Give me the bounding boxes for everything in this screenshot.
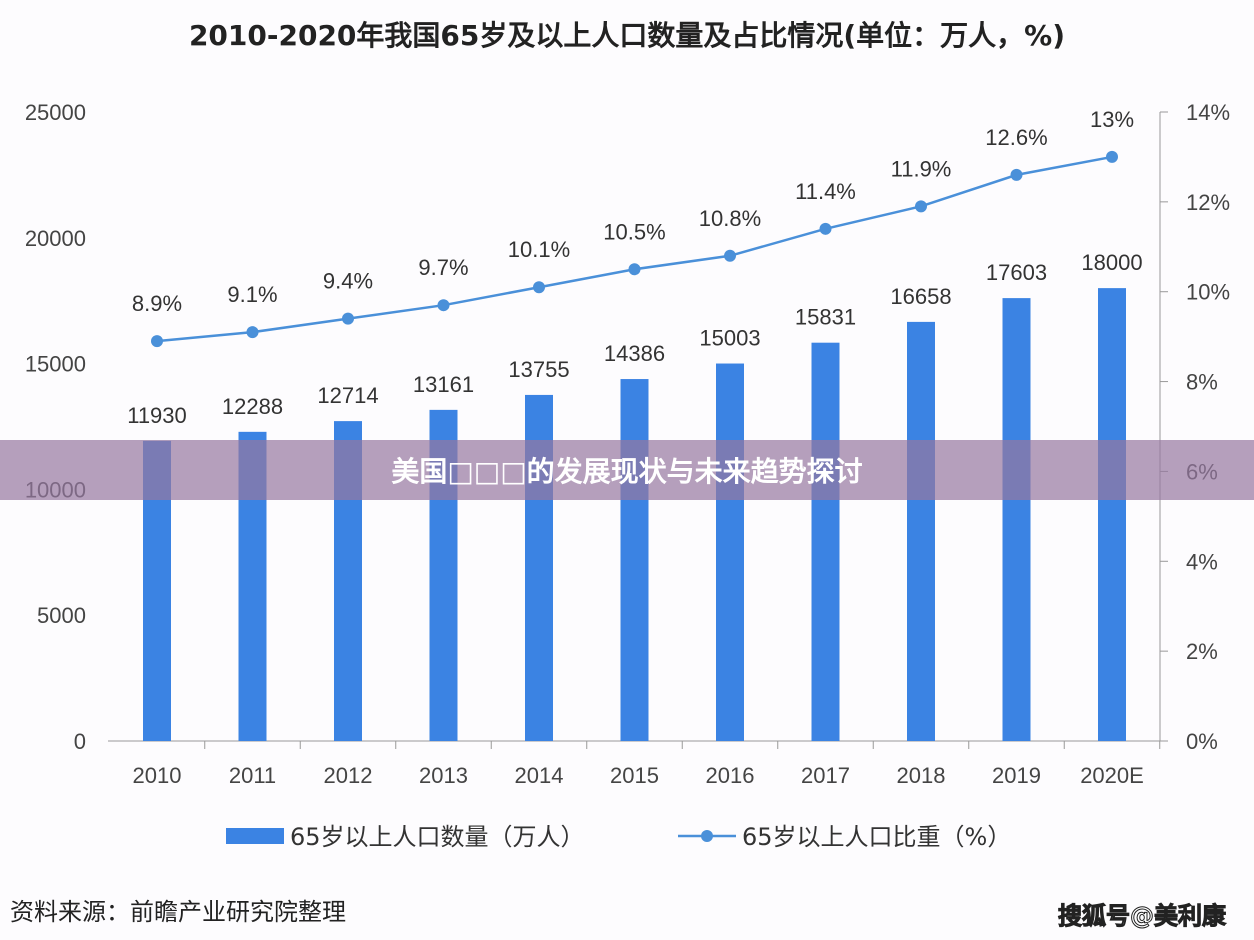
- line-point: [724, 249, 736, 262]
- source-note: 资料来源：前瞻产业研究院整理: [10, 898, 346, 926]
- line-point: [819, 222, 832, 235]
- chart-title: 2010-2020年我国65岁及以上人口数量及占比情况(单位：万人，%): [188, 19, 1066, 52]
- x-tick-label: 2013: [419, 763, 468, 788]
- bar-value-label: 18000: [1081, 250, 1142, 275]
- left-tick-label: 5000: [37, 603, 86, 628]
- line-point: [151, 335, 163, 348]
- line-point: [915, 200, 927, 213]
- right-tick-label: 10%: [1186, 280, 1230, 305]
- line-value-label: 9.1%: [227, 282, 277, 307]
- bar-value-label: 11930: [127, 403, 187, 428]
- left-tick-label: 20000: [25, 226, 86, 251]
- bar-value-label: 13755: [508, 357, 569, 382]
- line-value-label: 10.5%: [603, 219, 665, 244]
- line-value-label: 12.6%: [985, 125, 1047, 150]
- x-tick-label: 2018: [897, 763, 946, 788]
- right-tick-label: 2%: [1186, 639, 1218, 664]
- x-tick-label: 2010: [133, 763, 182, 788]
- x-tick-label: 2017: [801, 763, 850, 788]
- line-point: [628, 263, 641, 276]
- bar: [716, 363, 744, 741]
- bar: [1098, 288, 1126, 741]
- bar-value-label: 15831: [795, 305, 856, 330]
- bar-value-label: 14386: [604, 341, 665, 366]
- right-tick-label: 0%: [1186, 729, 1218, 754]
- x-tick-label: 2015: [610, 763, 659, 788]
- bar-value-label: 12714: [317, 383, 378, 408]
- line-value-label: 11.4%: [795, 179, 856, 204]
- right-tick-label: 8%: [1186, 370, 1218, 395]
- credit-watermark: 搜狐号@美利康: [1058, 902, 1227, 931]
- line-point: [246, 326, 259, 339]
- legend-bar-label: 65岁以上人口数量（万人）: [290, 823, 585, 851]
- x-tick-label: 2016: [706, 763, 755, 788]
- line-value-label: 9.4%: [323, 269, 373, 294]
- line-value-label: 13%: [1090, 107, 1134, 132]
- bar-value-label: 16658: [890, 284, 951, 309]
- left-tick-label: 15000: [25, 352, 86, 377]
- line-value-label: 9.7%: [418, 255, 468, 280]
- line-value-label: 10.8%: [699, 206, 761, 231]
- x-tick-label: 2019: [992, 763, 1041, 788]
- bar: [811, 342, 840, 741]
- legend-line-marker: [701, 830, 713, 842]
- bar: [620, 379, 649, 741]
- x-tick-label: 2011: [229, 763, 276, 788]
- line-point: [533, 281, 545, 294]
- line-point: [437, 299, 450, 312]
- line-point: [1106, 150, 1118, 163]
- x-tick-label: 2014: [515, 763, 564, 788]
- bar: [907, 321, 935, 741]
- legend-bar-swatch: [226, 828, 284, 844]
- legend-line-label: 65岁以上人口比重（%）: [742, 823, 1011, 851]
- bar-value-label: 12288: [222, 394, 283, 419]
- bar-value-label: 15003: [699, 326, 760, 351]
- right-tick-label: 4%: [1186, 549, 1218, 574]
- line-value-label: 8.9%: [132, 291, 182, 316]
- x-tick-label: 2012: [324, 763, 373, 788]
- right-tick-label: 14%: [1186, 100, 1230, 125]
- overlay-banner: 美国□□□的发展现状与未来趋势探讨: [0, 440, 1254, 500]
- line-value-label: 10.1%: [508, 237, 570, 262]
- bar-value-label: 17603: [986, 260, 1047, 285]
- left-tick-label: 0: [74, 729, 86, 754]
- left-tick-label: 25000: [25, 100, 86, 125]
- line-point: [342, 312, 354, 325]
- right-tick-label: 12%: [1186, 190, 1230, 215]
- x-tick-label: 2020E: [1080, 763, 1144, 788]
- bar: [1002, 298, 1031, 741]
- bar-value-label: 13161: [413, 372, 474, 397]
- line-point: [1010, 168, 1023, 181]
- line-series: [156, 155, 1113, 343]
- line-value-label: 11.9%: [891, 156, 952, 181]
